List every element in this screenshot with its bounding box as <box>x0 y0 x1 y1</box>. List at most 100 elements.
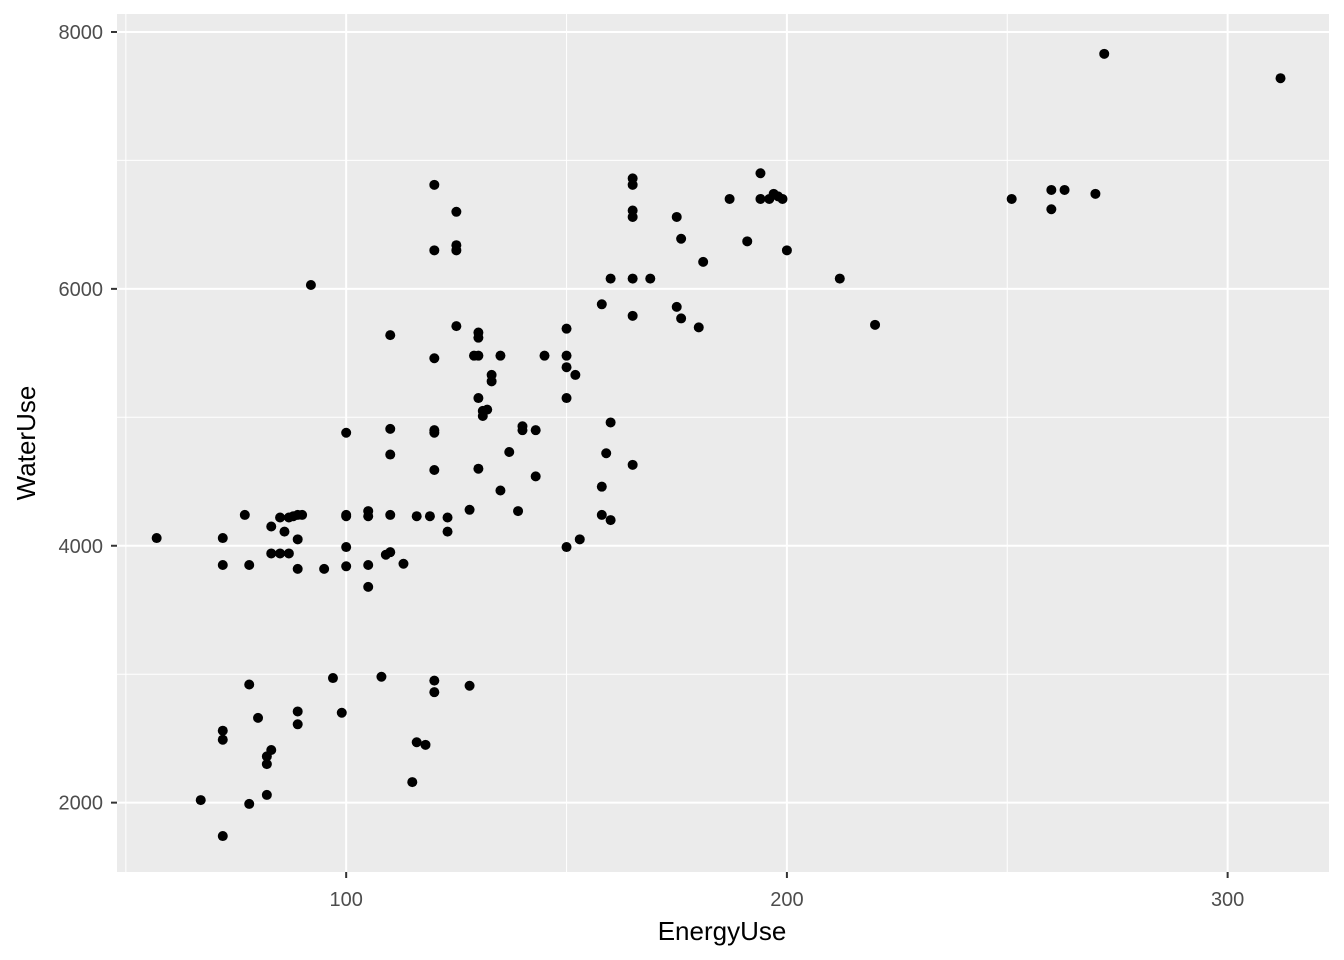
data-point <box>266 744 277 755</box>
data-point <box>464 680 475 691</box>
data-point <box>239 509 250 520</box>
minor-gridlines <box>117 14 1329 872</box>
data-point <box>605 273 616 284</box>
data-point <box>429 687 440 698</box>
data-point <box>420 739 431 750</box>
data-point <box>742 236 753 247</box>
data-point <box>605 515 616 526</box>
data-point <box>693 322 704 333</box>
data-point <box>561 542 572 553</box>
data-point <box>283 548 294 559</box>
data-point <box>561 362 572 373</box>
data-point <box>464 504 475 515</box>
data-point <box>429 425 440 436</box>
data-point <box>605 417 616 428</box>
data-point <box>495 485 506 496</box>
data-point <box>363 511 374 522</box>
data-point <box>279 526 290 537</box>
data-point <box>385 547 396 558</box>
data-point <box>1275 73 1286 84</box>
data-point <box>561 350 572 361</box>
x-axis: 100 200 300 <box>329 872 1244 911</box>
data-point <box>627 310 638 321</box>
x-tick-label: 100 <box>329 889 362 911</box>
data-point <box>407 777 418 788</box>
data-point <box>482 404 493 415</box>
data-point <box>244 560 255 571</box>
x-tick-label: 300 <box>1211 889 1244 911</box>
data-point <box>596 509 607 520</box>
data-point <box>451 321 462 332</box>
data-point <box>596 481 607 492</box>
data-point <box>341 561 352 572</box>
data-point <box>870 319 881 330</box>
data-point <box>561 323 572 334</box>
data-point <box>385 423 396 434</box>
data-point <box>574 534 585 545</box>
data-point <box>698 256 709 267</box>
data-point <box>385 330 396 341</box>
data-point <box>676 233 687 244</box>
data-point <box>1046 204 1057 215</box>
data-point <box>292 534 303 545</box>
data-point <box>442 526 453 537</box>
data-point <box>341 509 352 520</box>
data-point <box>513 506 524 517</box>
data-point <box>244 679 255 690</box>
data-point <box>473 350 484 361</box>
data-point <box>253 712 264 723</box>
data-point <box>305 280 316 291</box>
data-point <box>1099 48 1110 59</box>
data-point <box>297 509 308 520</box>
data-point <box>627 205 638 216</box>
data-point <box>473 327 484 338</box>
data-point <box>411 737 422 748</box>
data-point <box>275 548 286 559</box>
data-point <box>292 563 303 574</box>
data-point <box>151 533 162 544</box>
y-tick-label: 8000 <box>59 22 104 44</box>
data-point <box>724 193 735 204</box>
data-point <box>1006 193 1017 204</box>
data-point <box>596 299 607 310</box>
data-point <box>217 533 228 544</box>
data-point <box>781 245 792 256</box>
data-point <box>363 581 374 592</box>
data-point <box>777 193 788 204</box>
data-point <box>292 706 303 717</box>
data-point <box>429 179 440 190</box>
y-tick-label: 6000 <box>59 279 104 301</box>
major-gridlines <box>117 14 1329 872</box>
data-point <box>385 449 396 460</box>
data-point <box>473 393 484 404</box>
data-point <box>376 671 387 682</box>
data-point <box>495 350 506 361</box>
data-point <box>261 759 272 770</box>
data-point <box>217 734 228 745</box>
data-point <box>429 245 440 256</box>
data-point <box>671 211 682 222</box>
data-point <box>411 511 422 522</box>
data-point <box>217 831 228 842</box>
data-point <box>292 719 303 730</box>
data-point <box>1090 188 1101 199</box>
data-points <box>151 48 1286 842</box>
y-axis-title: WaterUse <box>11 386 41 501</box>
data-point <box>217 560 228 571</box>
data-point <box>671 301 682 312</box>
data-point <box>561 393 572 404</box>
y-tick-label: 4000 <box>59 536 104 558</box>
data-point <box>195 795 206 806</box>
data-point <box>530 425 541 436</box>
data-point <box>217 725 228 736</box>
data-point <box>530 471 541 482</box>
data-point <box>570 369 581 380</box>
data-point <box>1059 184 1070 195</box>
x-axis-title: EnergyUse <box>658 916 787 946</box>
data-point <box>327 673 338 684</box>
data-point <box>261 789 272 800</box>
data-point <box>429 353 440 364</box>
data-point <box>266 548 277 559</box>
data-point <box>363 560 374 571</box>
